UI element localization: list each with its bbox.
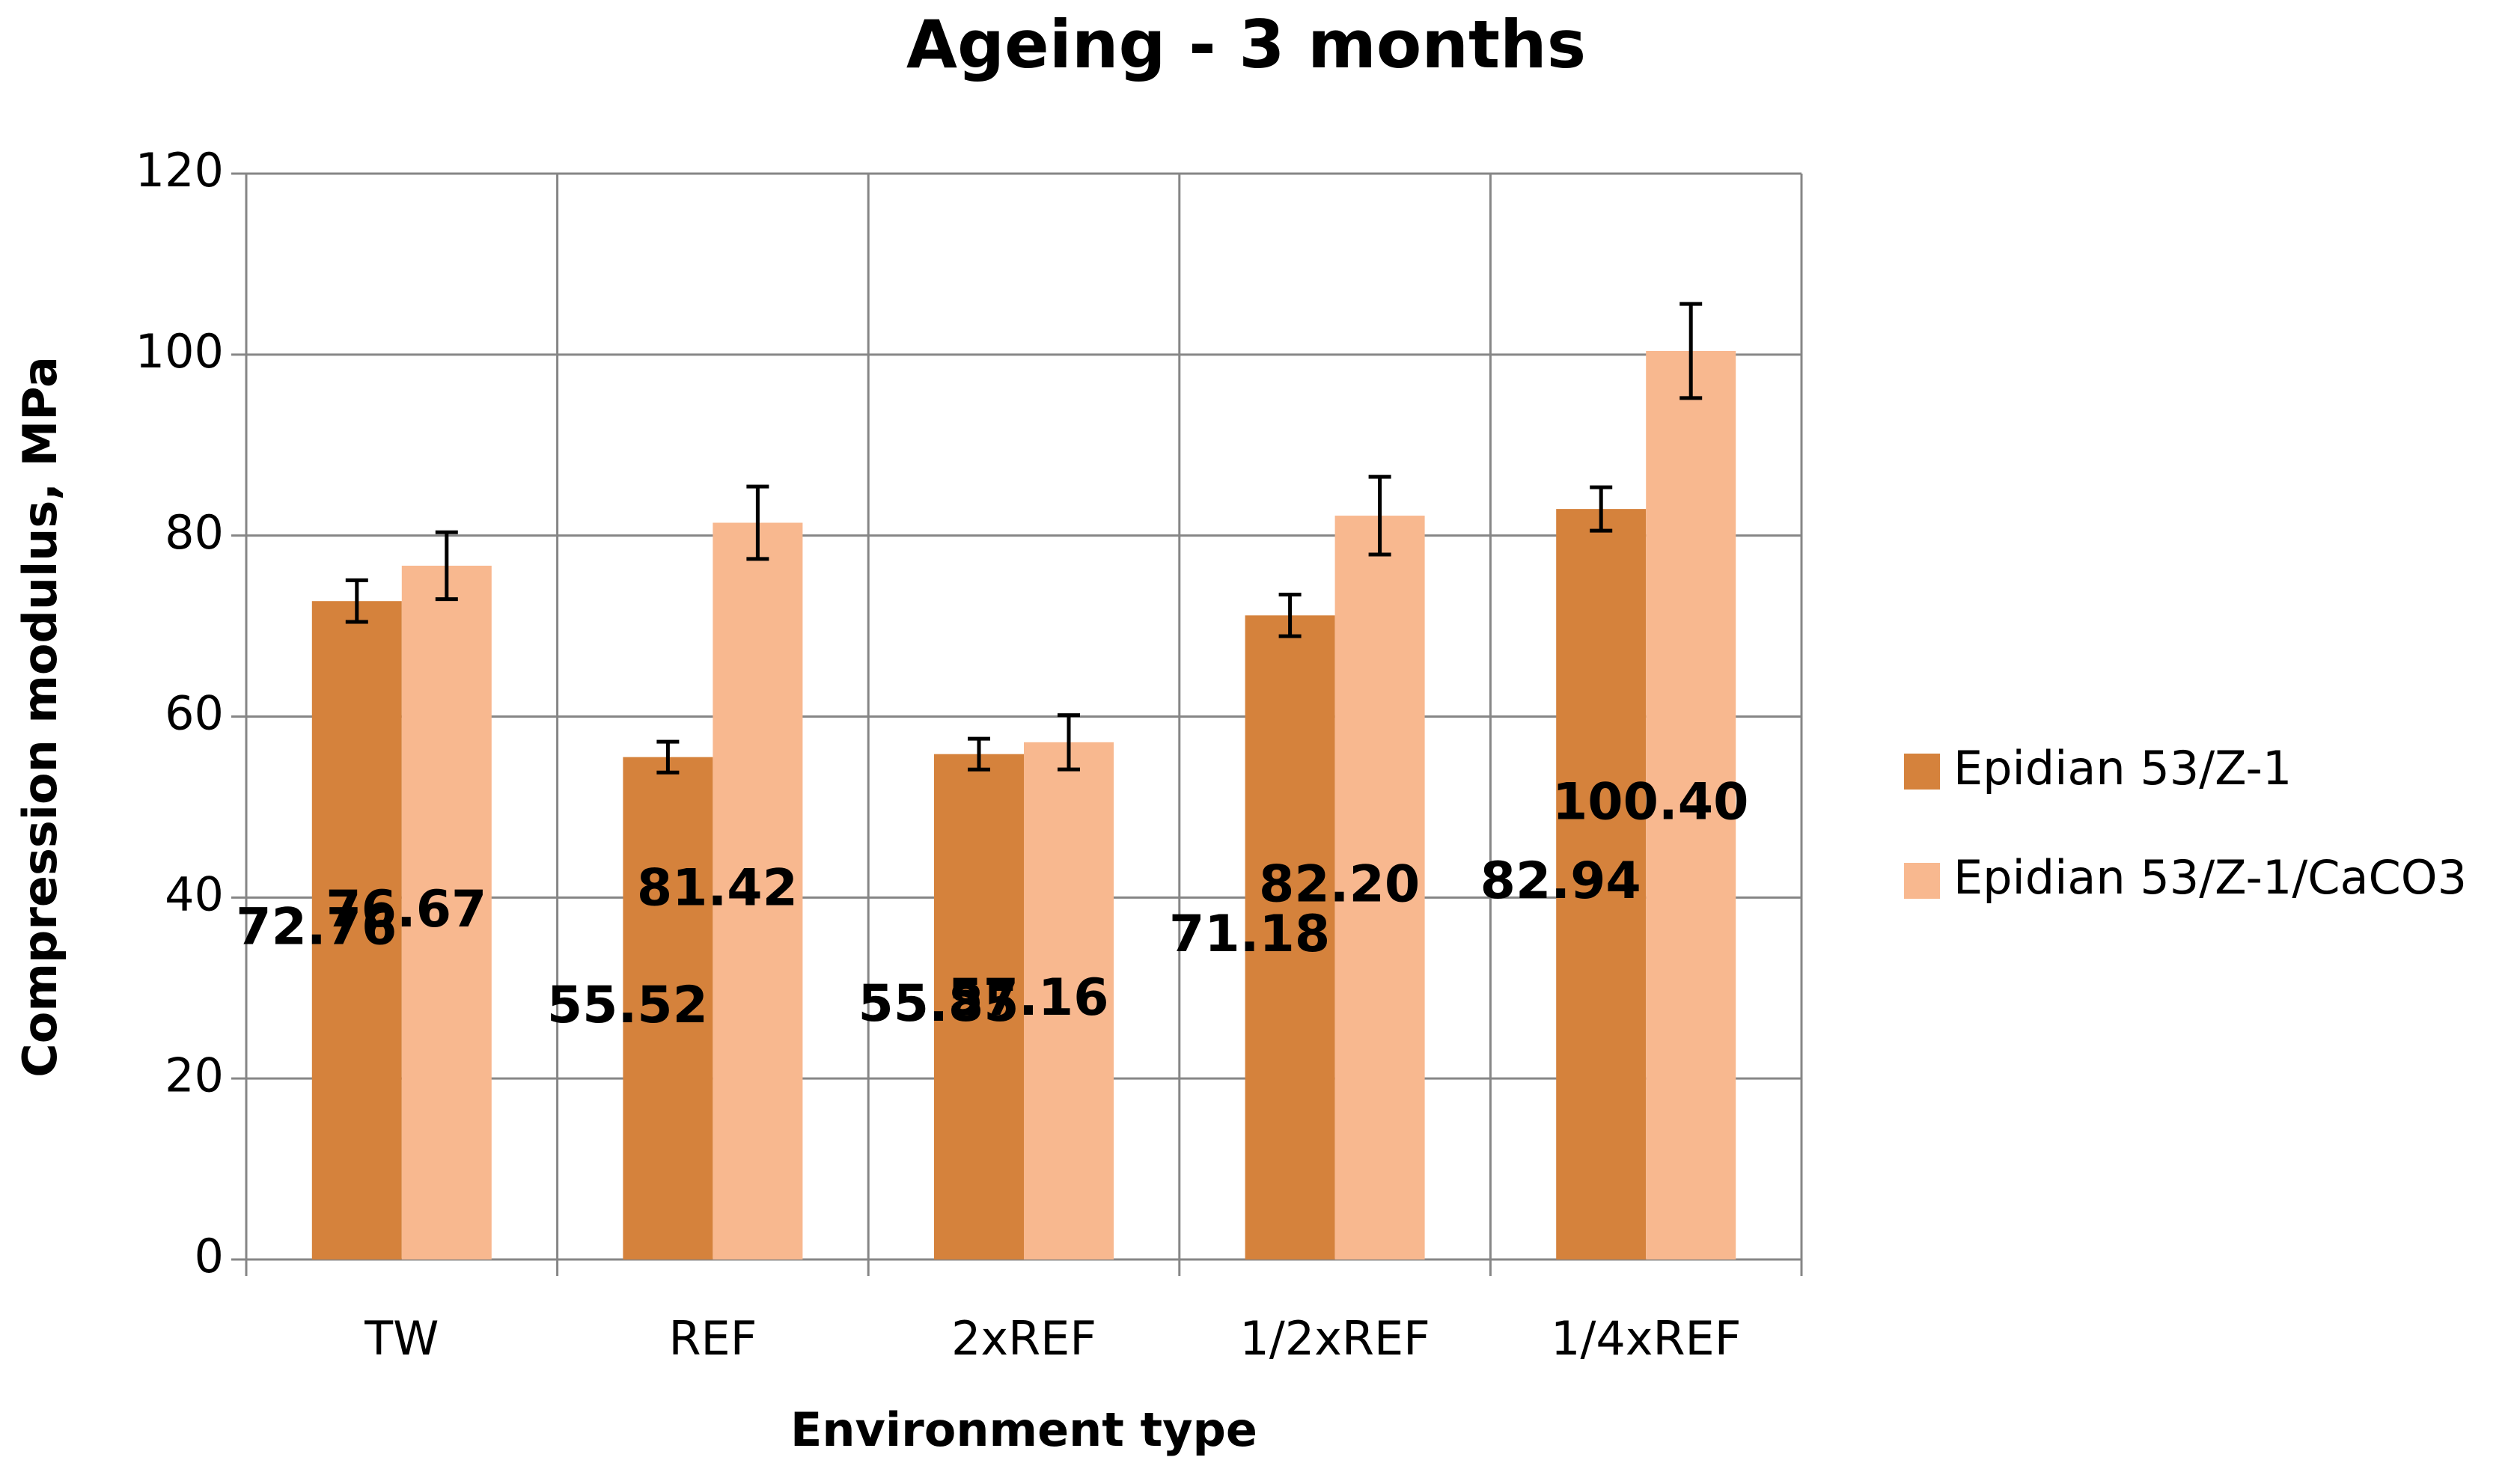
error-bar <box>435 530 458 602</box>
bar <box>1024 742 1114 1259</box>
y-tick-label: 80 <box>165 505 224 560</box>
error-bar <box>1590 485 1613 533</box>
y-axis-label: Compression modulus, MPa <box>13 356 67 1078</box>
y-tick-label: 20 <box>165 1048 224 1102</box>
bar <box>713 522 803 1259</box>
error-bar <box>345 578 368 624</box>
y-tick-label: 0 <box>195 1229 224 1283</box>
data-label: 100.40 <box>1552 773 1748 832</box>
error-bar <box>968 736 990 772</box>
data-label: 57.16 <box>948 968 1108 1027</box>
x-tick-label: 1/2xREF <box>1239 1311 1430 1366</box>
bar <box>934 754 1024 1259</box>
bar <box>1245 615 1335 1259</box>
bar <box>1646 350 1736 1259</box>
x-axis-label: Environment type <box>790 1402 1257 1457</box>
chart-title: Ageing - 3 months <box>906 6 1586 83</box>
data-label: 72.76 <box>236 898 397 957</box>
legend-label: Epidian 53/Z-1 <box>1953 741 2292 796</box>
y-tick-label: 40 <box>165 867 224 921</box>
error-bar <box>1680 302 1703 400</box>
error-bar <box>746 484 769 561</box>
y-tick-label: 60 <box>165 686 224 741</box>
error-bar <box>1368 474 1391 557</box>
legend-swatch <box>1904 863 1940 899</box>
legend-swatch <box>1904 754 1940 790</box>
y-tick-label: 100 <box>135 324 224 379</box>
error-bar <box>656 739 680 775</box>
bar <box>1556 509 1647 1259</box>
error-bar <box>1278 593 1302 638</box>
x-tick-label: REF <box>668 1311 757 1366</box>
x-tick-label: TW <box>364 1311 439 1366</box>
data-label: 55.85 <box>858 974 1019 1033</box>
bar <box>401 565 492 1259</box>
bar <box>1334 516 1425 1259</box>
data-label: 81.42 <box>637 858 798 917</box>
x-tick-label: 2xREF <box>951 1311 1096 1366</box>
data-label: 82.94 <box>1480 852 1641 911</box>
data-label: 71.18 <box>1169 905 1330 964</box>
bar <box>311 601 402 1259</box>
y-tick-label: 120 <box>135 143 224 198</box>
x-tick-label: 1/4xREF <box>1551 1311 1741 1366</box>
error-bar <box>1058 713 1080 772</box>
data-label: 76.67 <box>326 880 486 939</box>
legend-label: Epidian 53/Z-1/CaCO3 <box>1953 850 2467 905</box>
bar <box>623 757 713 1259</box>
data-label: 55.52 <box>547 976 708 1035</box>
data-label: 82.20 <box>1259 855 1420 914</box>
